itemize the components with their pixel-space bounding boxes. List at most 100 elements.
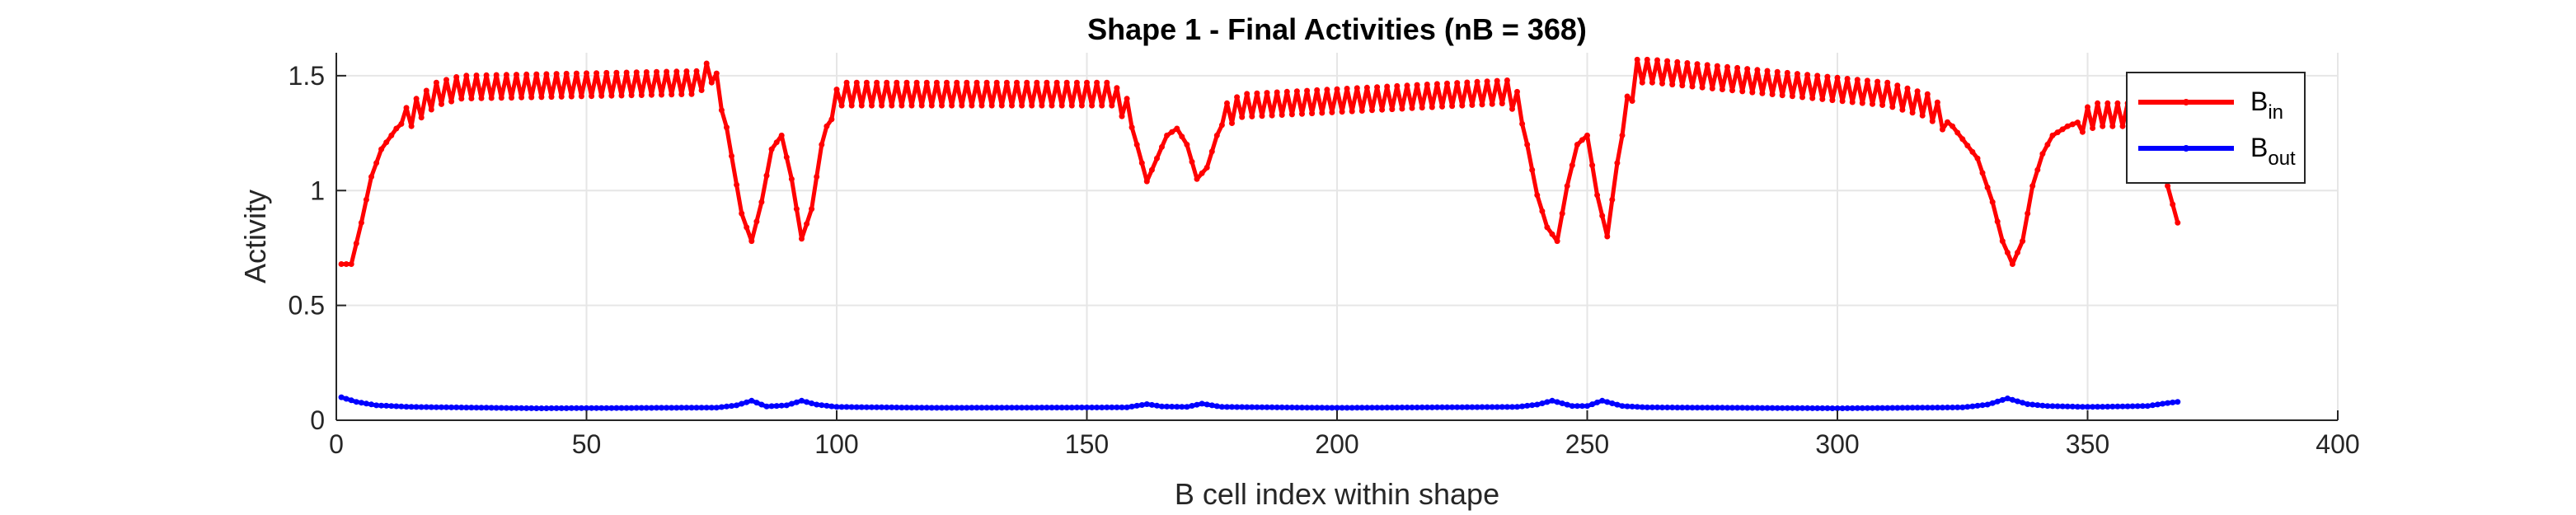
data-point bbox=[1959, 404, 1966, 410]
data-point bbox=[1089, 405, 1096, 410]
data-point bbox=[729, 152, 734, 159]
data-point bbox=[1078, 405, 1085, 410]
data-point bbox=[1304, 87, 1311, 94]
data-point bbox=[1694, 405, 1701, 411]
data-point bbox=[1609, 196, 1616, 203]
data-point bbox=[939, 405, 945, 411]
data-point bbox=[903, 79, 910, 86]
data-point bbox=[1539, 208, 1546, 214]
data-point bbox=[1679, 82, 1686, 89]
data-point bbox=[338, 394, 345, 400]
data-point bbox=[584, 405, 589, 411]
y-tick-label: 1 bbox=[310, 176, 325, 205]
data-point bbox=[439, 404, 444, 410]
data-point bbox=[2165, 183, 2171, 190]
data-point bbox=[1709, 405, 1715, 411]
data-point bbox=[1063, 405, 1070, 411]
data-point bbox=[1019, 405, 1025, 411]
data-point bbox=[553, 405, 560, 411]
data-point bbox=[853, 79, 860, 86]
data-point bbox=[1909, 110, 1916, 116]
data-point bbox=[1974, 155, 1981, 162]
data-point bbox=[2009, 261, 2015, 267]
data-point bbox=[768, 403, 775, 410]
data-point bbox=[1143, 401, 1150, 407]
x-tick-label: 150 bbox=[1065, 429, 1109, 459]
data-point bbox=[1504, 404, 1510, 410]
data-point bbox=[558, 93, 565, 100]
data-point bbox=[1654, 57, 1660, 63]
data-point bbox=[1889, 104, 1896, 110]
data-point bbox=[1058, 405, 1065, 411]
chart-title: Shape 1 - Final Activities (nB = 368) bbox=[1087, 12, 1587, 46]
data-point bbox=[693, 68, 700, 74]
data-point bbox=[1104, 79, 1110, 86]
svg-text:Bout: Bout bbox=[2250, 133, 2296, 170]
data-point bbox=[1934, 99, 1940, 105]
data-point bbox=[1664, 58, 1671, 64]
data-point bbox=[1234, 404, 1241, 410]
data-point bbox=[1704, 405, 1710, 411]
data-point bbox=[918, 102, 925, 109]
data-point bbox=[744, 224, 750, 231]
data-point bbox=[959, 405, 965, 411]
data-point bbox=[949, 405, 955, 411]
data-point bbox=[348, 261, 354, 267]
data-point bbox=[1924, 405, 1931, 411]
data-point bbox=[1433, 81, 1440, 87]
data-point bbox=[1444, 404, 1450, 410]
x-tick-label: 350 bbox=[2066, 429, 2109, 459]
data-point bbox=[889, 404, 895, 410]
data-point bbox=[874, 404, 880, 410]
data-point bbox=[1829, 405, 1836, 411]
data-point bbox=[1189, 403, 1195, 409]
data-point bbox=[1009, 405, 1015, 411]
data-point bbox=[869, 102, 875, 109]
data-point bbox=[1634, 56, 1640, 63]
data-point bbox=[2025, 401, 2031, 407]
data-point bbox=[1609, 400, 1616, 406]
data-point bbox=[1875, 405, 1881, 411]
x-tick-label: 0 bbox=[329, 429, 344, 459]
data-point bbox=[1354, 405, 1360, 411]
ticks: 0 50 100 150 200 250 300 350 400 0 0.5 1 1.5 bbox=[289, 61, 2360, 459]
data-point bbox=[903, 405, 910, 411]
data-point bbox=[2090, 125, 2096, 131]
data-point bbox=[1699, 405, 1706, 411]
data-point bbox=[453, 404, 460, 410]
x-tick-label: 100 bbox=[814, 429, 858, 459]
data-point bbox=[2074, 119, 2081, 126]
data-point bbox=[748, 238, 755, 245]
data-point bbox=[1369, 107, 1375, 114]
data-point bbox=[2049, 403, 2056, 410]
data-point bbox=[1589, 162, 1596, 169]
data-point bbox=[1409, 105, 1415, 111]
data-point bbox=[1044, 79, 1050, 86]
data-point bbox=[739, 210, 745, 217]
data-point bbox=[773, 403, 780, 410]
data-point bbox=[393, 403, 400, 410]
data-point bbox=[1003, 79, 1010, 86]
data-point bbox=[598, 405, 605, 411]
data-point bbox=[833, 87, 840, 93]
data-point bbox=[683, 405, 690, 411]
data-point bbox=[1104, 404, 1110, 410]
data-point bbox=[1909, 405, 1916, 411]
data-point bbox=[1899, 405, 1906, 411]
data-point bbox=[1419, 404, 1425, 410]
data-point bbox=[1854, 77, 1860, 83]
data-point bbox=[1454, 80, 1461, 87]
data-point bbox=[1283, 88, 1290, 95]
data-point bbox=[1789, 93, 1795, 100]
data-point bbox=[468, 405, 475, 411]
data-point bbox=[403, 105, 410, 111]
data-point bbox=[1945, 405, 1950, 410]
data-point bbox=[638, 92, 645, 98]
data-point bbox=[1394, 82, 1401, 89]
data-point bbox=[1644, 404, 1650, 410]
data-point bbox=[2020, 238, 2026, 245]
data-point bbox=[1449, 103, 1456, 110]
data-point bbox=[589, 405, 595, 411]
data-point bbox=[2015, 398, 2020, 405]
data-point bbox=[1039, 405, 1045, 411]
